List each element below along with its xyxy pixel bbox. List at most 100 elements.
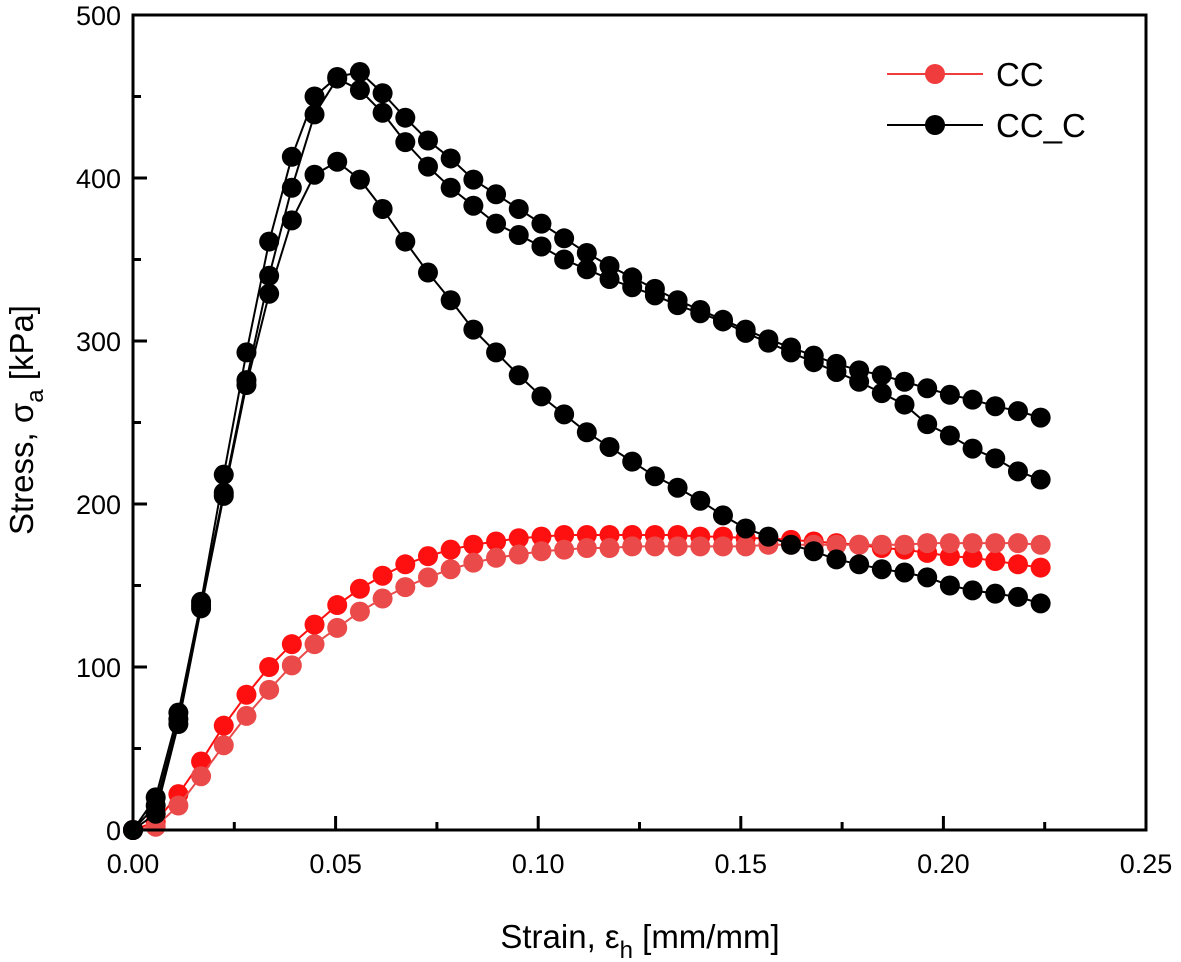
- data-point: [1030, 407, 1051, 428]
- data-point: [463, 552, 484, 573]
- data-point: [213, 464, 234, 485]
- y-tick-label: 0: [106, 816, 121, 846]
- data-point: [440, 177, 461, 198]
- data-point: [372, 588, 393, 609]
- y-tick-label: 200: [76, 490, 121, 520]
- data-point: [554, 524, 575, 545]
- data-point: [667, 477, 688, 498]
- data-point: [1030, 557, 1051, 578]
- data-point: [939, 575, 960, 596]
- data-point: [463, 169, 484, 190]
- data-point: [1030, 593, 1051, 614]
- data-point: [417, 262, 438, 283]
- data-point: [599, 436, 620, 457]
- y-tick-label: 500: [76, 1, 121, 31]
- data-point: [917, 414, 938, 435]
- data-point: [1007, 533, 1028, 554]
- data-point: [327, 68, 348, 89]
- data-point: [486, 213, 507, 234]
- data-point: [281, 634, 302, 655]
- data-point: [440, 539, 461, 560]
- data-point: [508, 225, 529, 246]
- data-point: [236, 705, 257, 726]
- ticks-layer: 0.00 0.05 0.10 0.15 0.20 0.25 0 100 200 300 400 500: [76, 1, 1172, 879]
- data-point: [259, 283, 280, 304]
- data-point: [236, 684, 257, 705]
- data-point: [781, 534, 802, 555]
- data-point: [758, 526, 779, 547]
- data-point: [894, 562, 915, 583]
- data-point: [304, 104, 325, 125]
- y-axis-title-subscript: a: [22, 389, 49, 403]
- data-point: [599, 269, 620, 290]
- data-point: [962, 547, 983, 568]
- data-point: [440, 148, 461, 169]
- data-point: [259, 679, 280, 700]
- data-point: [327, 151, 348, 172]
- data-point: [440, 290, 461, 311]
- data-point: [576, 259, 597, 280]
- data-point: [417, 546, 438, 567]
- data-point: [486, 184, 507, 205]
- series-cc-c-3: [123, 68, 1051, 840]
- series-cc-c-2: [123, 62, 1051, 840]
- data-point: [894, 534, 915, 555]
- data-point: [191, 766, 212, 787]
- data-point: [168, 714, 189, 735]
- data-point: [962, 389, 983, 410]
- data-point: [281, 210, 302, 231]
- x-tick-label: 0.10: [512, 849, 565, 879]
- data-point: [463, 195, 484, 216]
- x-axis-title: Strain, εh [mm/mm]: [500, 918, 779, 962]
- series-line: [132, 77, 1041, 831]
- data-point: [917, 533, 938, 554]
- data-point: [395, 107, 416, 128]
- data-point: [554, 404, 575, 425]
- data-point: [622, 277, 643, 298]
- legend-item-cc: CC: [887, 56, 1044, 93]
- data-point: [395, 577, 416, 598]
- legend: CC CC_C: [887, 56, 1086, 144]
- data-point: [849, 554, 870, 575]
- data-point: [168, 795, 189, 816]
- data-point: [735, 536, 756, 557]
- data-point: [599, 538, 620, 559]
- data-point: [712, 311, 733, 332]
- data-point: [349, 169, 370, 190]
- data-point: [145, 803, 166, 824]
- data-point: [576, 422, 597, 443]
- data-point: [508, 528, 529, 549]
- data-point: [1007, 586, 1028, 607]
- data-point: [554, 249, 575, 270]
- data-point: [349, 79, 370, 100]
- data-point: [871, 383, 892, 404]
- data-point: [667, 295, 688, 316]
- y-tick-label: 400: [76, 164, 121, 194]
- data-point: [576, 242, 597, 263]
- data-point: [712, 505, 733, 526]
- data-point: [758, 332, 779, 353]
- data-point: [576, 538, 597, 559]
- x-axis-title-subscript: h: [620, 937, 633, 962]
- data-point: [395, 231, 416, 252]
- data-point: [304, 614, 325, 635]
- legend-item-cc-c: CC_C: [887, 107, 1086, 144]
- data-point: [191, 751, 212, 772]
- y-axis-title: Stress, σa [kPa]: [3, 305, 49, 535]
- data-point: [622, 536, 643, 557]
- data-point: [826, 361, 847, 382]
- data-point: [554, 539, 575, 560]
- data-point: [939, 533, 960, 554]
- y-tick-label: 100: [76, 653, 121, 683]
- data-point: [531, 236, 552, 257]
- data-point: [486, 531, 507, 552]
- data-point: [735, 518, 756, 539]
- data-point: [349, 62, 370, 83]
- data-point: [917, 567, 938, 588]
- data-point: [486, 342, 507, 363]
- data-point: [917, 378, 938, 399]
- data-point: [781, 342, 802, 363]
- x-tick-label: 0.00: [107, 849, 160, 879]
- data-point: [939, 425, 960, 446]
